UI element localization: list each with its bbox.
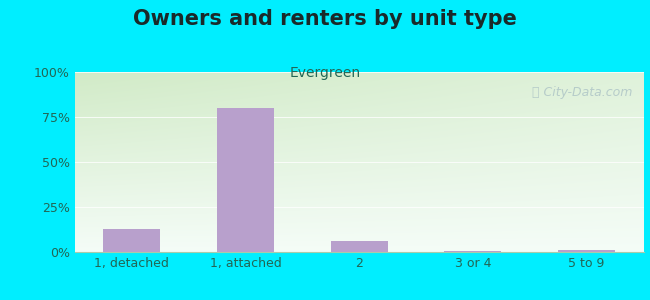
Text: Evergreen: Evergreen: [289, 66, 361, 80]
Bar: [103, 229, 160, 252]
Text: Ⓢ City-Data.com: Ⓢ City-Data.com: [532, 86, 632, 99]
Text: Owners and renters by unit type: Owners and renters by unit type: [133, 9, 517, 29]
Bar: [445, 250, 501, 252]
Bar: [217, 108, 274, 252]
Bar: [331, 241, 387, 252]
Bar: [558, 250, 615, 252]
